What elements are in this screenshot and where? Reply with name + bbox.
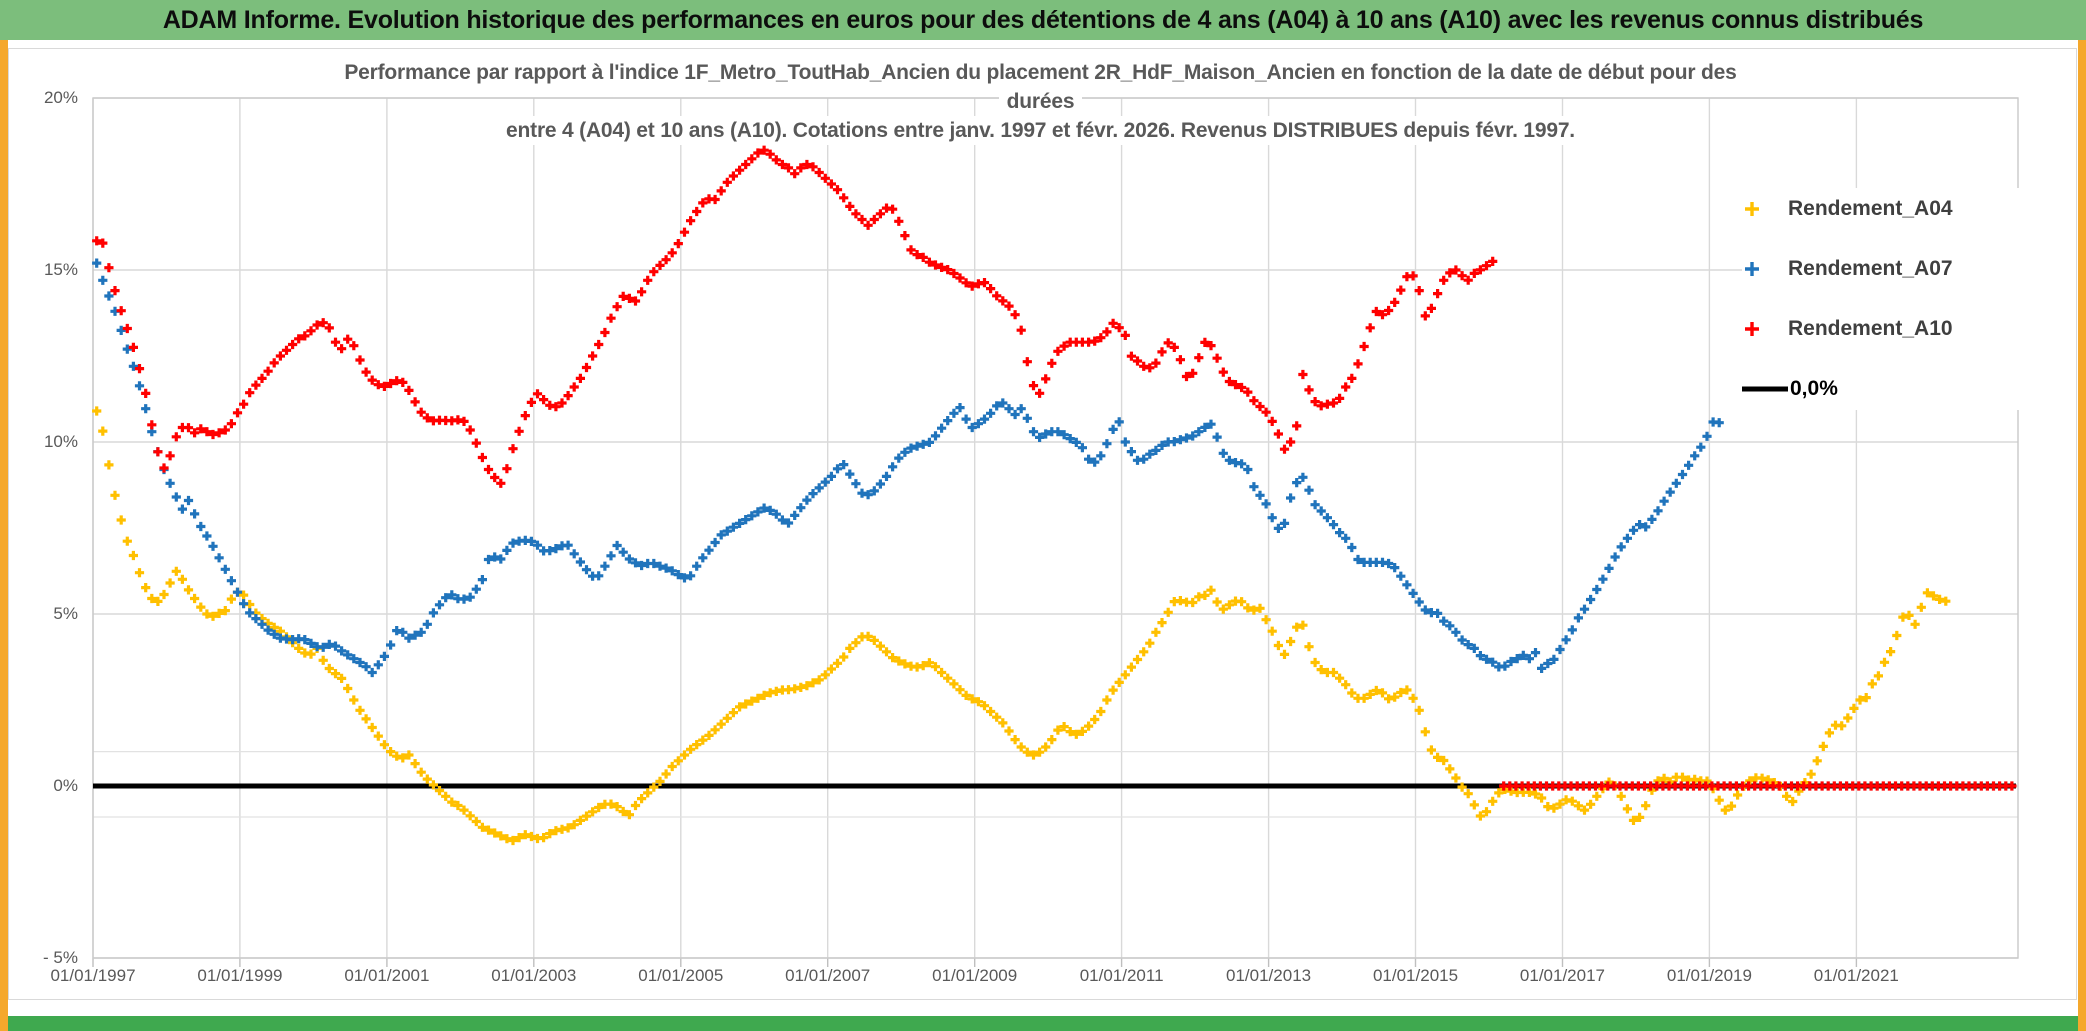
x-axis-tick-label: 01/01/2003 (491, 966, 577, 985)
chart-legend[interactable]: Rendement_A04 Rendement_A07 Rendement_A10 0… (1742, 188, 2042, 410)
y-axis-tick-label: 20% (43, 88, 78, 107)
x-axis-tick-label: 01/01/2017 (1519, 966, 1605, 985)
chart-title: Performance par rapport à l'indice 1F_Me… (103, 58, 1978, 145)
y-axis-tick-label: 0% (53, 776, 78, 795)
window-left-border (0, 40, 8, 1031)
y-axis-tick-label: 10% (43, 432, 78, 451)
legend-item-label: Rendement_A10 (1788, 317, 1953, 340)
legend-item-label: Rendement_A07 (1788, 257, 1953, 280)
x-axis-tick-label: 01/01/2013 (1226, 966, 1312, 985)
legend-item[interactable]: Rendement_A07 (1742, 252, 2042, 286)
y-axis-tick-label: - 5% (43, 948, 78, 967)
legend-item[interactable]: Rendement_A04 (1742, 192, 2042, 226)
legend-item-label: Rendement_A04 (1788, 197, 1953, 220)
chart-title-line2: durées (998, 87, 1083, 116)
x-axis-tick-label: 01/01/2011 (1079, 966, 1164, 985)
y-axis-tick-label: 15% (43, 260, 78, 279)
x-axis-tick-label: 01/01/2021 (1813, 966, 1899, 985)
chart-object[interactable] (8, 48, 2077, 1000)
plot-border (92, 97, 2019, 959)
legend-plus-marker-icon (1742, 319, 1788, 339)
x-axis-tick-label: 01/01/2005 (638, 966, 724, 985)
chart-title-line1: Performance par rapport à l'indice 1F_Me… (336, 58, 1745, 87)
x-axis-tick-label: 01/01/2019 (1666, 966, 1752, 985)
x-axis-tick-label: 01/01/2015 (1372, 966, 1459, 985)
x-axis-tick-label: 01/01/1999 (197, 966, 283, 985)
header-banner: ADAM Informe. Evolution historique des p… (0, 0, 2086, 40)
legend-item[interactable]: Rendement_A10 (1742, 312, 2042, 346)
series-Rendement_A04[interactable] (92, 406, 1951, 846)
legend-plus-marker-icon (1742, 199, 1788, 219)
legend-item-label: 0,0% (1790, 377, 1838, 400)
window-bottom-bar (8, 1016, 2078, 1031)
y-axis-tick-label: 5% (53, 604, 78, 623)
x-axis-tick-label: 01/01/1997 (50, 966, 136, 985)
series-Rendement_A10[interactable] (92, 145, 2017, 791)
app-header-title: ADAM Informe. Evolution historique des p… (162, 5, 1924, 34)
window-right-border (2078, 40, 2086, 1031)
legend-line-marker-icon (1742, 385, 1788, 393)
x-axis-tick-label: 01/01/2001 (344, 966, 430, 985)
legend-item[interactable]: 0,0% (1742, 372, 2042, 406)
chart-title-line3: entre 4 (A04) et 10 ans (A10). Cotations… (498, 116, 1583, 145)
x-axis-tick-label: 01/01/2009 (932, 966, 1018, 985)
x-axis-tick-label: 01/01/2007 (785, 966, 871, 985)
legend-plus-marker-icon (1742, 259, 1788, 279)
series-Rendement_A07[interactable] (92, 258, 1724, 678)
